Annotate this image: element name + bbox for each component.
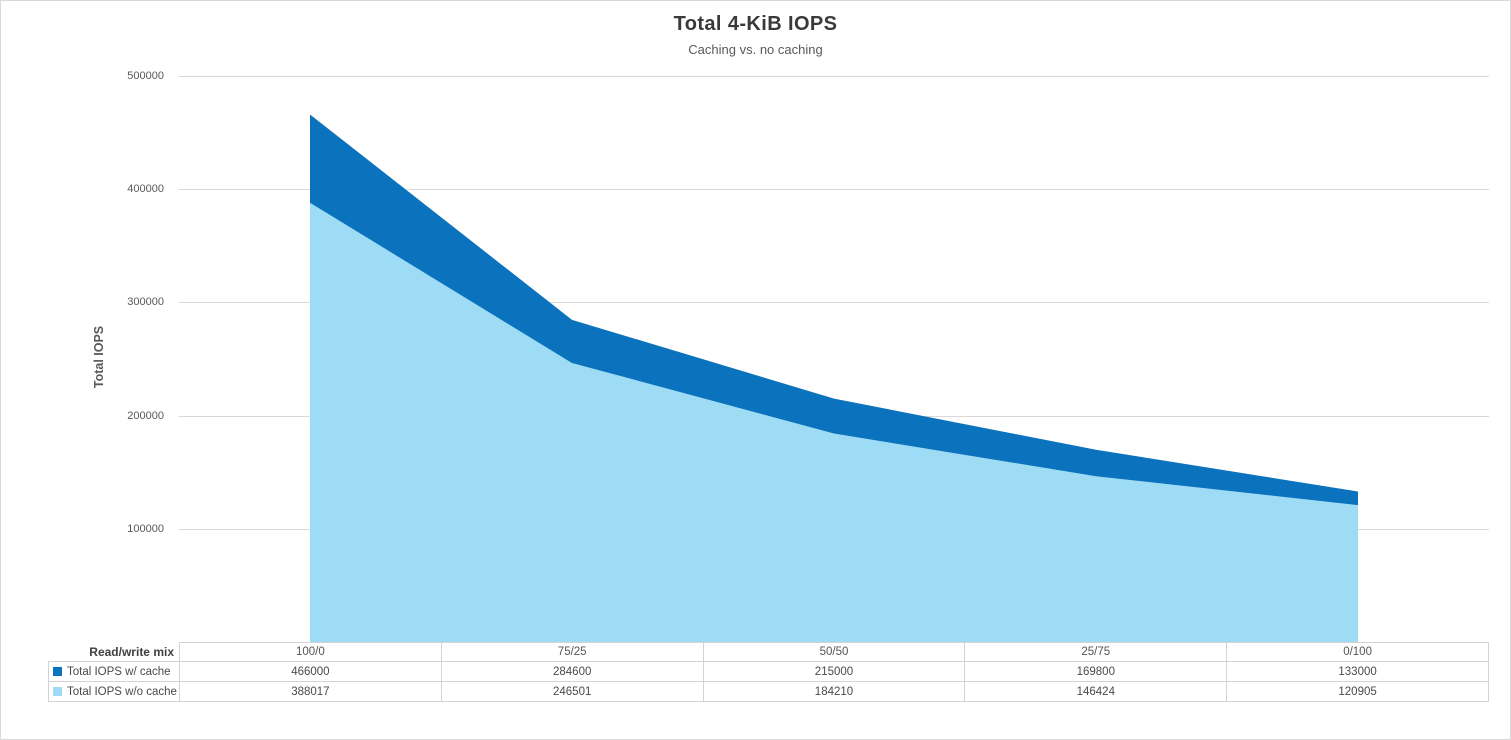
- table-category-cell: 100/0: [180, 642, 442, 662]
- legend-key-swatch: [53, 667, 62, 676]
- table-value-cell: 146424: [965, 682, 1228, 702]
- table-value-cell: 284600: [441, 662, 704, 682]
- chart-title: Total 4-KiB IOPS: [673, 13, 838, 35]
- table-value-cell: 246501: [441, 682, 704, 702]
- chart-subtitle: Caching vs. no caching: [688, 42, 823, 57]
- table-corner-label: Read/write mix: [48, 642, 180, 662]
- gridline: [179, 189, 1489, 191]
- table-category-cell: 50/50: [703, 642, 966, 662]
- table-series-name-cell: Total IOPS w/o cache: [48, 682, 180, 702]
- series-name-label: Total IOPS w/ cache: [67, 665, 171, 678]
- table-value-cell: 133000: [1227, 662, 1489, 682]
- table-value-cell: 215000: [703, 662, 966, 682]
- y-axis-tick-labels: 500000 400000 300000 200000 100000: [1, 70, 164, 642]
- plot-area: [179, 76, 1489, 642]
- table-category-cell: 75/25: [441, 642, 704, 662]
- table-value-cell: 388017: [180, 682, 442, 702]
- table-value-cell: 466000: [180, 662, 442, 682]
- gridline: [179, 302, 1489, 304]
- table-category-cell: 25/75: [965, 642, 1228, 662]
- chart-data-table: Read/write mix 100/0 75/25 50/50 25/75 0/100 T…: [48, 642, 1489, 702]
- area-series-1: [310, 202, 1358, 642]
- table-value-cell: 120905: [1227, 682, 1489, 702]
- legend-key-swatch: [53, 687, 62, 696]
- table-value-cell: 184210: [703, 682, 966, 702]
- area-chart-canvas: [310, 114, 1358, 642]
- table-series-name-cell: Total IOPS w/ cache: [48, 662, 180, 682]
- y-tick-label: 300000: [127, 296, 164, 309]
- y-tick-label: 200000: [127, 409, 164, 422]
- y-tick-label: 400000: [127, 183, 164, 196]
- y-tick-label: 100000: [127, 522, 164, 535]
- table-category-cell: 0/100: [1227, 642, 1489, 662]
- y-tick-label: 500000: [127, 70, 164, 82]
- series-name-label: Total IOPS w/o cache: [67, 685, 177, 698]
- gridline: [179, 76, 1489, 77]
- table-value-cell: 169800: [965, 662, 1228, 682]
